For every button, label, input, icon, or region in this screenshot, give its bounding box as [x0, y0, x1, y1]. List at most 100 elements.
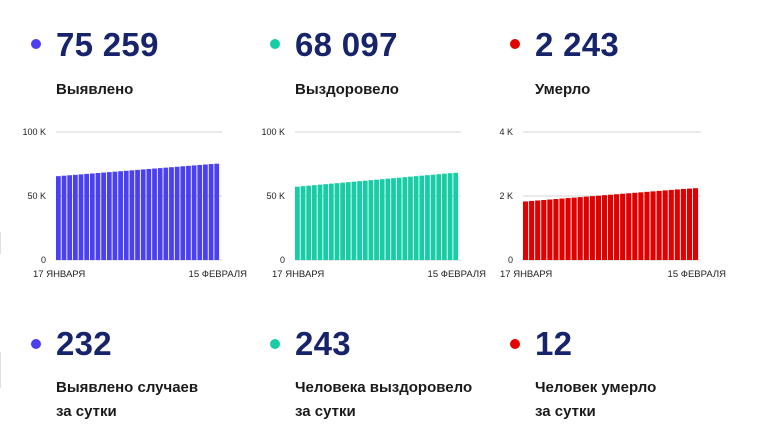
bar — [529, 200, 535, 260]
bar — [447, 173, 453, 260]
detected-daily-label-line1: Выявлено случаев — [56, 379, 199, 396]
bar — [362, 180, 368, 260]
bar — [180, 166, 186, 260]
bar — [89, 173, 95, 260]
y-tick-label: 0 — [508, 255, 513, 265]
bar — [197, 164, 203, 260]
recovered-daily-label-line2: за сутки — [295, 403, 356, 420]
left-edge-mark — [0, 232, 1, 254]
bar — [379, 179, 385, 260]
bar — [583, 196, 589, 260]
chart-deaths: 0 2 K 4 K 17 ЯНВАРЯ 15 ФЕВРАЛЯ — [499, 127, 727, 280]
bar — [345, 182, 351, 260]
bar — [535, 200, 541, 260]
bar — [396, 177, 402, 260]
x-start-label: 17 ЯНВАРЯ — [33, 269, 85, 280]
bar — [402, 177, 408, 260]
bar — [72, 174, 78, 260]
bar — [419, 175, 425, 260]
bar — [323, 184, 329, 260]
bar — [430, 174, 436, 260]
bar — [559, 198, 565, 260]
bar — [317, 184, 323, 260]
bar — [541, 200, 547, 260]
bar — [334, 183, 340, 260]
bar — [328, 183, 334, 260]
bar — [340, 182, 345, 260]
bar — [553, 199, 559, 260]
bar — [547, 199, 553, 260]
bar — [425, 175, 430, 260]
bar — [295, 186, 300, 260]
bar — [614, 194, 620, 260]
bar — [157, 168, 163, 260]
blue-dot-icon — [31, 339, 41, 349]
bar — [607, 194, 614, 260]
bar — [311, 185, 317, 260]
bar — [306, 185, 312, 260]
y-tick-label: 4 K — [499, 127, 513, 137]
teal-dot-icon — [270, 339, 280, 349]
bar — [191, 165, 197, 260]
chart-detected: 0 50 K 100 K 17 ЯНВАРЯ 15 ФЕВРАЛЯ — [22, 127, 247, 280]
bar — [523, 201, 529, 260]
bar — [686, 188, 693, 260]
bar — [626, 193, 632, 260]
deaths-daily-label-line2: за сутки — [535, 403, 596, 420]
bar — [214, 163, 220, 260]
y-tick-label: 2 K — [499, 191, 513, 201]
bar — [571, 197, 577, 260]
detected-daily-label-line2: за сутки — [56, 403, 117, 420]
bar — [95, 173, 101, 260]
bar — [453, 172, 459, 260]
left-edge-mark — [0, 352, 1, 388]
y-tick-label: 0 — [280, 255, 285, 265]
bar — [208, 164, 214, 260]
y-tick-label: 100 K — [22, 127, 46, 137]
bar — [174, 166, 180, 260]
bar — [123, 170, 129, 260]
bar — [577, 197, 583, 260]
bar — [644, 191, 650, 260]
x-end-label: 15 ФЕВРАЛЯ — [668, 269, 727, 280]
red-dot-icon — [510, 339, 520, 349]
bar — [374, 179, 379, 260]
bar — [674, 189, 680, 260]
bar — [78, 174, 84, 260]
detected-daily-value: 232 — [56, 325, 112, 362]
bar — [101, 172, 106, 260]
y-tick-label: 100 K — [261, 127, 285, 137]
red-dot-icon — [510, 39, 520, 49]
bar — [662, 190, 668, 260]
bar — [84, 173, 90, 260]
bar — [368, 180, 374, 260]
bar — [413, 176, 419, 260]
bar — [129, 170, 135, 260]
recovered-daily-value: 243 — [295, 325, 351, 362]
bar — [163, 167, 169, 260]
bar — [61, 175, 67, 260]
deaths-daily-label-line1: Человек умерло — [535, 379, 657, 396]
bar — [656, 190, 662, 260]
bar — [668, 189, 674, 260]
deaths-total-label: Умерло — [535, 81, 591, 98]
teal-dot-icon — [270, 39, 280, 49]
bar — [152, 168, 157, 260]
blue-dot-icon — [31, 39, 41, 49]
bar — [589, 196, 595, 260]
bar — [638, 192, 644, 260]
y-tick-label: 50 K — [27, 191, 46, 201]
bar — [436, 174, 442, 260]
bar — [632, 192, 638, 260]
bar — [135, 169, 140, 260]
y-tick-label: 0 — [41, 255, 46, 265]
detected-total-label: Выявлено — [56, 81, 134, 98]
bar — [385, 178, 391, 260]
bar — [112, 171, 118, 260]
bar — [169, 167, 174, 260]
recovered-total-label: Выздоровело — [295, 81, 399, 98]
deaths-daily-value: 12 — [535, 325, 573, 362]
deaths-total-value: 2 243 — [535, 26, 620, 63]
bar — [680, 188, 686, 260]
chart-recovered: 0 50 K 100 K 17 ЯНВАРЯ 15 ФЕВРАЛЯ — [261, 127, 486, 280]
